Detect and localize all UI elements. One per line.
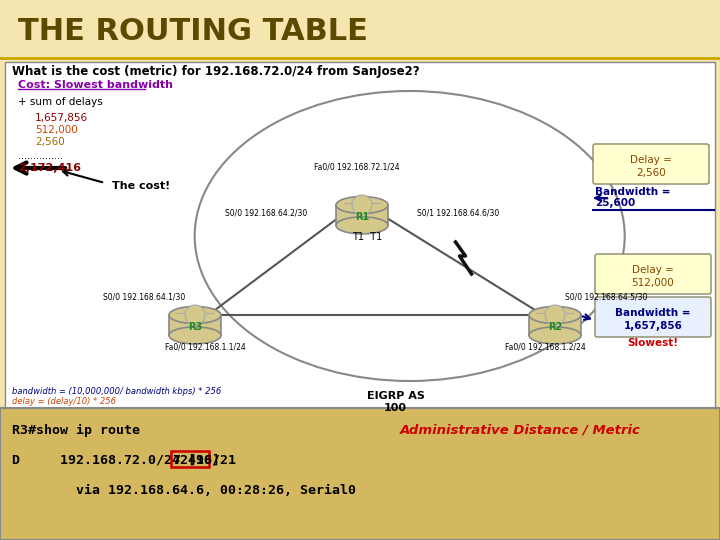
Text: 2,172,416: 2,172,416 (18, 163, 81, 173)
Text: Slowest!: Slowest! (627, 338, 678, 348)
Circle shape (545, 305, 565, 325)
Text: 2,560: 2,560 (35, 137, 65, 147)
Text: The cost!: The cost! (112, 181, 170, 191)
Text: 1,657,856: 1,657,856 (35, 113, 88, 123)
FancyBboxPatch shape (595, 297, 711, 337)
Bar (0, 408, 720, 540)
Ellipse shape (529, 307, 581, 323)
Text: 72416]: 72416] (172, 454, 220, 467)
Text: delay = (delay/10) * 256: delay = (delay/10) * 256 (12, 397, 116, 407)
Text: Delay =: Delay = (632, 265, 674, 275)
Text: R3#show ip route: R3#show ip route (12, 423, 140, 436)
Text: ...............: ............... (18, 151, 63, 161)
Text: 2,560: 2,560 (636, 168, 666, 178)
Text: D     192.168.72.0/24 [90/21: D 192.168.72.0/24 [90/21 (12, 454, 236, 467)
Bar (0, 408, 720, 540)
Text: THE ROUTING TABLE: THE ROUTING TABLE (18, 17, 368, 46)
Text: What is the cost (metric) for 192.168.72.0/24 from SanJose2?: What is the cost (metric) for 192.168.72… (12, 65, 420, 78)
Text: S0/0 192.168.64.2/30: S0/0 192.168.64.2/30 (225, 208, 307, 218)
Bar (169, 319, 221, 335)
Bar (336, 208, 388, 225)
Text: R2: R2 (548, 322, 562, 332)
Text: Bandwidth =: Bandwidth = (616, 308, 690, 318)
Ellipse shape (529, 327, 581, 344)
Ellipse shape (336, 217, 388, 234)
Text: Fa0/0 192.168.1.1/24: Fa0/0 192.168.1.1/24 (165, 343, 246, 352)
Text: 512,000: 512,000 (631, 278, 675, 288)
Ellipse shape (336, 197, 388, 213)
Ellipse shape (169, 327, 221, 344)
Text: Fa0/0 192.168.72.1/24: Fa0/0 192.168.72.1/24 (314, 162, 400, 171)
Text: Bandwidth =: Bandwidth = (595, 187, 670, 197)
Text: R1: R1 (355, 212, 369, 222)
Text: 1,657,856: 1,657,856 (624, 321, 683, 331)
Text: R3: R3 (188, 322, 202, 332)
Text: via 192.168.64.6, 00:28:26, Serial0: via 192.168.64.6, 00:28:26, Serial0 (12, 483, 356, 496)
Text: S0/0 192.168.64.1/30: S0/0 192.168.64.1/30 (103, 292, 185, 301)
Text: 100: 100 (384, 403, 407, 413)
Text: Administrative Distance / Metric: Administrative Distance / Metric (400, 423, 641, 436)
Bar (171, 451, 210, 467)
Text: EIGRP AS: EIGRP AS (366, 391, 424, 401)
Text: T1  T1: T1 T1 (352, 232, 382, 242)
Circle shape (185, 305, 205, 325)
Text: S0/0 192.168.64.5/30: S0/0 192.168.64.5/30 (565, 292, 647, 301)
Bar (5, 62, 715, 410)
Text: 25,600: 25,600 (595, 198, 635, 208)
Bar (529, 319, 581, 335)
Ellipse shape (169, 307, 221, 323)
Text: Delay =: Delay = (630, 155, 672, 165)
FancyBboxPatch shape (593, 144, 709, 184)
Text: Cost: Slowest bandwidth: Cost: Slowest bandwidth (18, 80, 173, 90)
Text: Fa0/0 192.168.1.2/24: Fa0/0 192.168.1.2/24 (505, 343, 585, 352)
Text: 512,000: 512,000 (35, 125, 78, 135)
Text: bandwidth = (10,000,000/ bandwidth kbps) * 256: bandwidth = (10,000,000/ bandwidth kbps)… (12, 388, 221, 396)
Text: + sum of delays: + sum of delays (18, 97, 103, 107)
Circle shape (352, 195, 372, 215)
FancyBboxPatch shape (595, 254, 711, 294)
Text: S0/1 192.168.64.6/30: S0/1 192.168.64.6/30 (417, 208, 499, 218)
